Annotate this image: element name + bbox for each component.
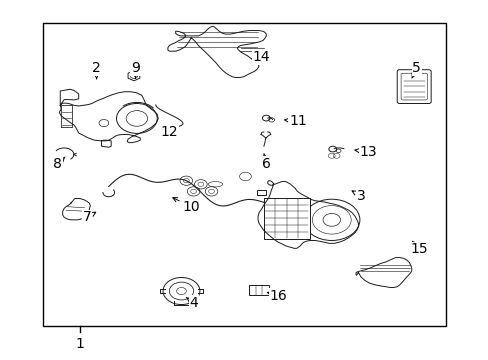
Text: 8: 8 <box>53 157 65 171</box>
Text: 13: 13 <box>354 144 376 158</box>
Bar <box>249 285 268 294</box>
Text: 12: 12 <box>160 125 179 139</box>
Bar <box>264 198 309 239</box>
Bar <box>256 190 266 195</box>
Text: 9: 9 <box>131 61 140 78</box>
FancyBboxPatch shape <box>400 73 427 100</box>
Text: 11: 11 <box>284 114 306 128</box>
Text: 4: 4 <box>186 296 198 310</box>
Text: 2: 2 <box>92 61 101 78</box>
Text: 16: 16 <box>267 289 287 303</box>
FancyBboxPatch shape <box>396 70 430 103</box>
Text: 6: 6 <box>262 154 270 171</box>
Text: 15: 15 <box>409 241 427 256</box>
Text: 7: 7 <box>82 210 96 224</box>
Text: 1: 1 <box>75 337 84 351</box>
Text: 10: 10 <box>172 198 200 214</box>
Text: 3: 3 <box>351 189 365 203</box>
Text: 14: 14 <box>251 50 270 64</box>
Bar <box>43 23 445 326</box>
Text: 5: 5 <box>411 61 420 78</box>
